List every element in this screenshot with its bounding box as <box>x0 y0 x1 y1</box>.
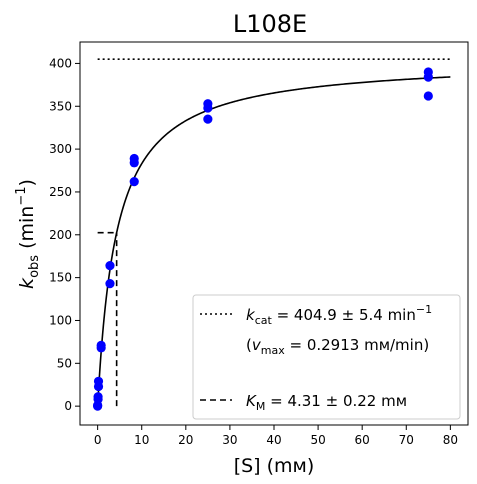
data-point <box>423 67 433 77</box>
y-tick-label: 300 <box>49 142 72 156</box>
legend: kcat = 404.9 ± 5.4 min−1 (vmax = 0.2913 … <box>192 294 461 420</box>
data-point <box>96 340 106 350</box>
x-tick-label: 50 <box>310 433 325 447</box>
data-point <box>129 153 139 164</box>
x-axis-ticks: 0 10 20 30 40 50 60 70 80 <box>94 425 458 447</box>
legend-kcat-symbol: k <box>246 306 256 324</box>
y-tick-label: 0 <box>64 399 72 413</box>
reference-lines <box>97 58 451 407</box>
y-tick-label: 150 <box>49 271 72 285</box>
legend-kcat-entry: kcat = 404.9 ± 5.4 min−1 <box>246 303 432 327</box>
legend-vmax-entry: (vmax = 0.2913 mм/min) <box>246 336 429 357</box>
data-point <box>423 91 433 101</box>
data-points <box>93 67 433 411</box>
y-axis-label-exponent: −1 <box>14 186 29 205</box>
x-tick-label: 0 <box>94 433 102 447</box>
y-axis-label-close: ) <box>16 179 38 186</box>
legend-vmax-symbol: v <box>252 336 262 354</box>
y-axis-label: kobs (min−1) <box>14 179 42 289</box>
data-point <box>203 99 213 109</box>
legend-km-subscript: M <box>256 400 266 413</box>
y-tick-label: 50 <box>57 356 72 370</box>
y-tick-label: 100 <box>49 313 72 327</box>
y-axis-label-subscript: obs <box>27 255 42 278</box>
legend-vmax-subscript: max <box>261 344 285 357</box>
data-point <box>105 279 115 289</box>
legend-vmax-text: = 0.2913 mм/min) <box>285 336 429 354</box>
data-point <box>129 177 139 187</box>
x-tick-label: 10 <box>134 433 149 447</box>
data-point <box>105 261 115 271</box>
x-tick-label: 40 <box>266 433 281 447</box>
legend-km-text: = 4.31 ± 0.22 mм <box>265 392 407 410</box>
data-point <box>93 376 104 386</box>
data-point <box>93 392 103 402</box>
legend-km-entry: KM = 4.31 ± 0.22 mм <box>246 392 407 413</box>
chart-title: L108E <box>233 10 307 38</box>
y-axis-ticks: 0 50 100 150 200 250 300 350 400 <box>49 56 80 413</box>
legend-kcat-text: = 404.9 ± 5.4 min <box>272 306 416 324</box>
legend-km-symbol: K <box>246 392 257 410</box>
legend-frame <box>192 294 461 420</box>
y-tick-label: 350 <box>49 99 72 113</box>
legend-kcat-exponent: −1 <box>416 303 432 316</box>
x-tick-label: 80 <box>443 433 458 447</box>
y-axis-label-symbol: k <box>16 277 38 289</box>
y-tick-label: 200 <box>49 228 72 242</box>
data-point <box>203 114 213 124</box>
y-axis-label-units: (min <box>16 206 38 255</box>
fit-curve <box>96 76 451 407</box>
x-tick-label: 70 <box>399 433 414 447</box>
legend-kcat-subscript: cat <box>255 314 273 327</box>
x-axis-label: [S] (mм) <box>234 455 315 477</box>
x-tick-label: 30 <box>222 433 237 447</box>
x-tick-label: 60 <box>355 433 370 447</box>
y-tick-label: 250 <box>49 185 72 199</box>
y-tick-label: 400 <box>49 56 72 70</box>
x-tick-label: 20 <box>178 433 193 447</box>
legend-vmax-open: ( <box>246 336 252 354</box>
